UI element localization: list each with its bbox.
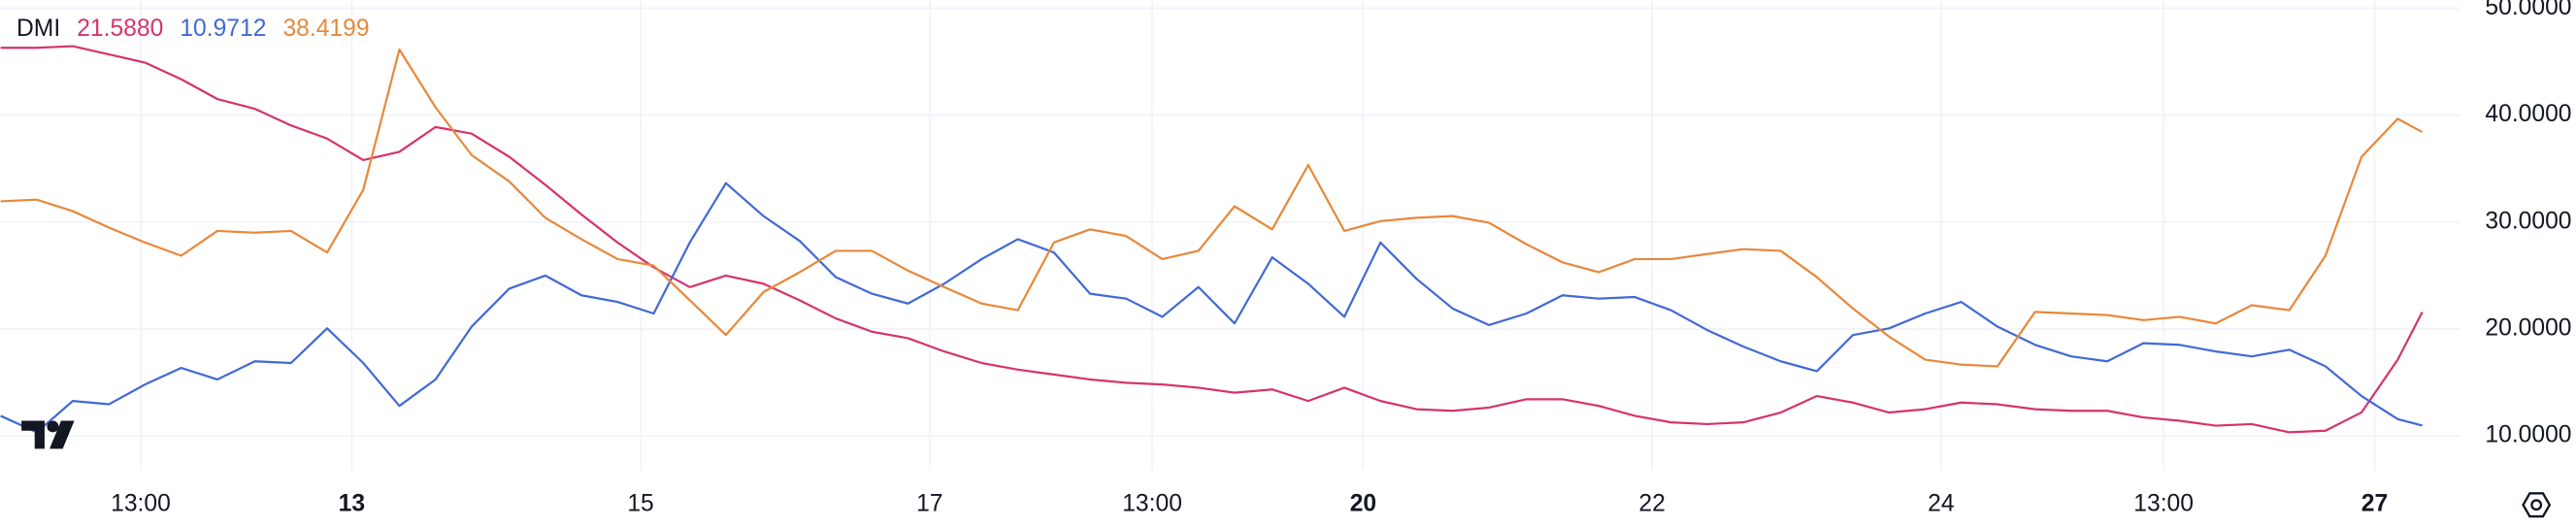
plot (0, 45, 2424, 434)
y-tick-label: 20.0000 (2485, 314, 2571, 341)
grid: 10.0000 20.0000 30.0000 40.0000 50.0000 13:00… (0, 0, 2572, 517)
legend-title: DMI (17, 16, 60, 42)
x-tick-label: 24 (1928, 491, 1954, 517)
x-tick-label: 13:00 (111, 491, 171, 517)
legend: DMI 21.5880 10.9712 38.4199 (17, 16, 370, 42)
legend-value: 38.4199 (282, 16, 369, 42)
x-tick-label: 20 (1350, 491, 1376, 517)
x-tick-label: 17 (916, 491, 942, 517)
x-tick-label: 22 (1638, 491, 1665, 517)
legend-value: 21.5880 (77, 16, 163, 42)
x-tick-label: 13:00 (2133, 491, 2194, 517)
series-line (0, 182, 2423, 434)
x-tick-label: 13:00 (1122, 491, 1182, 517)
y-tick-label: 30.0000 (2485, 208, 2571, 234)
y-tick-label: 10.0000 (2485, 422, 2571, 448)
x-tick-label: 27 (2361, 491, 2388, 517)
logo (21, 420, 75, 449)
series-line (0, 48, 2424, 368)
series-line (0, 45, 2424, 434)
y-tick-label: 50.0000 (2485, 0, 2571, 20)
x-tick-label: 15 (627, 491, 653, 517)
y-tick-label: 40.0000 (2485, 101, 2571, 127)
settings-button[interactable] (2522, 492, 2552, 518)
x-tick-label: 13 (339, 491, 365, 517)
legend-value: 10.9712 (180, 16, 266, 42)
